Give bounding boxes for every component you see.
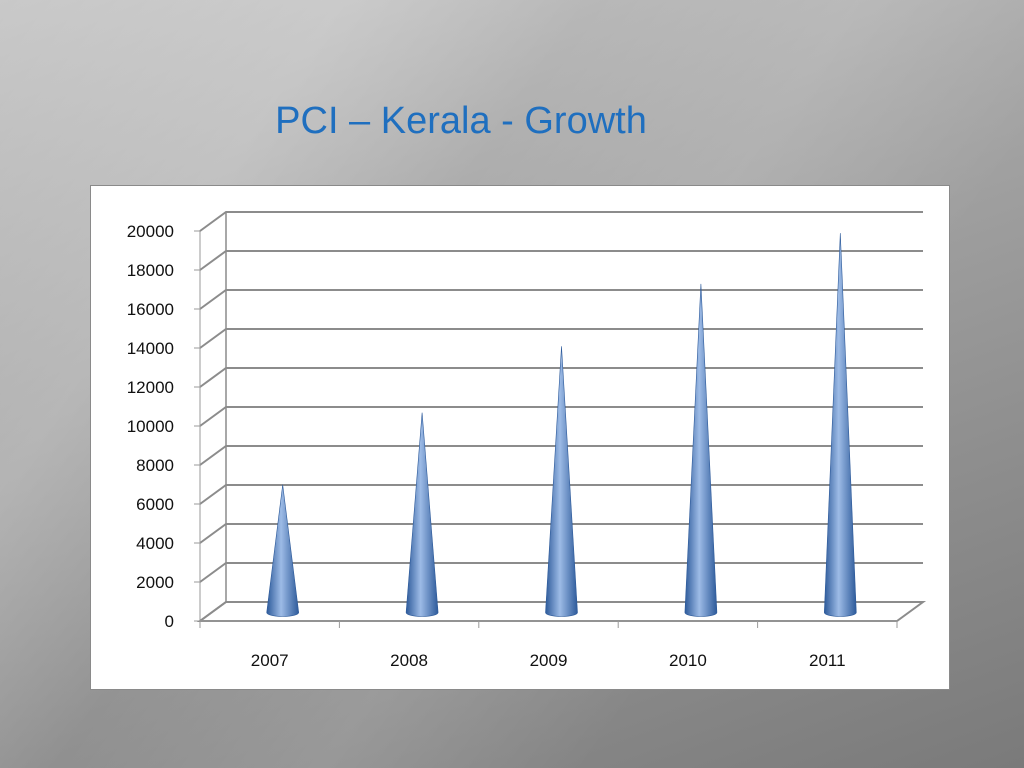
gridline [199,211,923,232]
cone-bar-chart: 0 2000 4000 6000 8000 10000 12000 14000 16000 180… [127,211,927,670]
bar-2009 [545,346,578,617]
slide-title: PCI – Kerala - Growth [275,100,647,142]
bar-2011 [823,233,857,617]
y-tick-label: 20000 [127,222,174,241]
gridline [199,289,923,310]
bar-2007 [266,484,300,617]
x-tick-label: 2010 [669,651,707,670]
y-tick-label: 8000 [136,456,174,475]
y-tick-label: 10000 [127,417,174,436]
x-tick-label: 2007 [251,651,289,670]
y-tick-label: 16000 [127,300,174,319]
gridline [199,250,923,271]
bar-2010 [684,283,718,617]
y-tick-label: 18000 [127,261,174,280]
y-tick-label: 2000 [136,573,174,592]
bars [266,233,857,617]
y-axis-ticks: 0 2000 4000 6000 8000 10000 12000 14000 16000 180… [127,222,174,631]
y-tick-label: 0 [165,612,174,631]
axes [194,212,927,628]
y-tick-label: 14000 [127,339,174,358]
x-tick-label: 2008 [390,651,428,670]
x-axis-ticks: 2007 2008 2009 2010 2011 [251,651,846,670]
x-tick-label: 2009 [530,651,568,670]
y-tick-label: 6000 [136,495,174,514]
chart-frame: 0 2000 4000 6000 8000 10000 12000 14000 16000 180… [90,185,950,690]
y-tick-label: 4000 [136,534,174,553]
y-tick-label: 12000 [127,378,174,397]
bar-2008 [405,412,439,617]
x-tick-label: 2011 [809,651,846,670]
gridline [199,328,923,349]
